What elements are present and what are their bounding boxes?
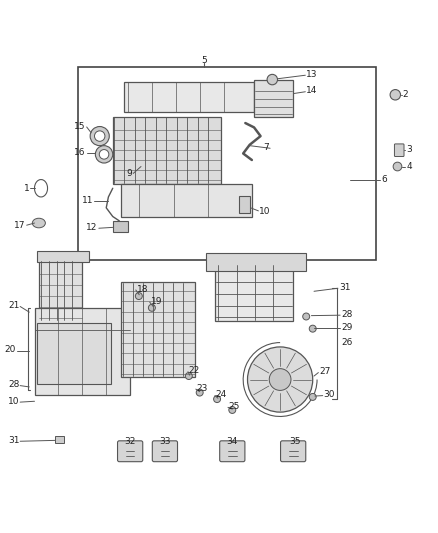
Text: 29: 29 [341,323,352,332]
Text: 12: 12 [86,223,98,232]
Circle shape [229,407,236,414]
FancyBboxPatch shape [117,441,143,462]
Text: 25: 25 [229,402,240,411]
FancyBboxPatch shape [281,441,306,462]
Bar [215,264,293,321]
Text: 13: 13 [306,70,318,79]
Circle shape [214,395,221,402]
Circle shape [148,304,155,311]
Text: 30: 30 [324,390,335,399]
Bar [124,82,254,112]
Bar [39,260,82,321]
Text: 26: 26 [341,338,352,347]
Bar [113,117,222,184]
Bar [55,436,64,442]
Text: 6: 6 [381,175,387,184]
FancyBboxPatch shape [395,144,404,157]
FancyBboxPatch shape [220,441,245,462]
Text: 23: 23 [197,384,208,393]
Bar [121,282,195,377]
Text: 18: 18 [137,285,148,294]
Bar [37,251,89,262]
FancyBboxPatch shape [152,441,177,462]
Text: 2: 2 [403,90,408,99]
Circle shape [196,389,203,396]
Text: 15: 15 [74,122,85,131]
Text: 19: 19 [151,297,162,306]
Circle shape [90,126,109,146]
Text: 33: 33 [159,437,171,446]
Bar [254,79,293,117]
Circle shape [309,393,316,400]
Ellipse shape [32,218,46,228]
Text: 17: 17 [14,221,26,230]
Text: 3: 3 [406,146,412,155]
Text: 4: 4 [406,162,412,171]
Text: 16: 16 [74,148,85,157]
Circle shape [390,90,400,100]
Text: 35: 35 [290,437,301,446]
Text: 28: 28 [341,310,352,319]
Text: 21: 21 [8,301,19,310]
Text: 32: 32 [124,437,136,446]
Text: 9: 9 [127,169,132,179]
Circle shape [185,373,192,379]
Text: 31: 31 [339,283,350,292]
Text: 34: 34 [226,437,238,446]
Circle shape [135,293,142,300]
Text: 10: 10 [8,397,19,406]
Text: 14: 14 [306,86,318,95]
Text: 24: 24 [216,390,227,399]
Bar [113,221,128,232]
Circle shape [95,131,105,141]
Circle shape [303,313,310,320]
Bar [35,308,130,395]
Bar [121,184,252,216]
Text: 31: 31 [8,436,19,445]
Text: 27: 27 [319,367,331,376]
Text: 7: 7 [264,143,269,152]
Text: 28: 28 [8,380,19,389]
Circle shape [269,369,291,390]
Text: 20: 20 [4,345,16,354]
Text: 5: 5 [201,56,207,65]
Circle shape [393,162,402,171]
Text: 22: 22 [189,366,200,375]
Text: 1: 1 [24,184,29,193]
Circle shape [95,146,113,163]
Circle shape [309,325,316,332]
Bar [206,254,306,271]
Text: 11: 11 [82,196,93,205]
Circle shape [247,347,313,412]
Circle shape [267,75,278,85]
Text: 10: 10 [259,207,271,216]
Bar [37,323,110,384]
Bar [239,196,250,213]
Circle shape [99,150,109,159]
Bar [78,67,376,260]
